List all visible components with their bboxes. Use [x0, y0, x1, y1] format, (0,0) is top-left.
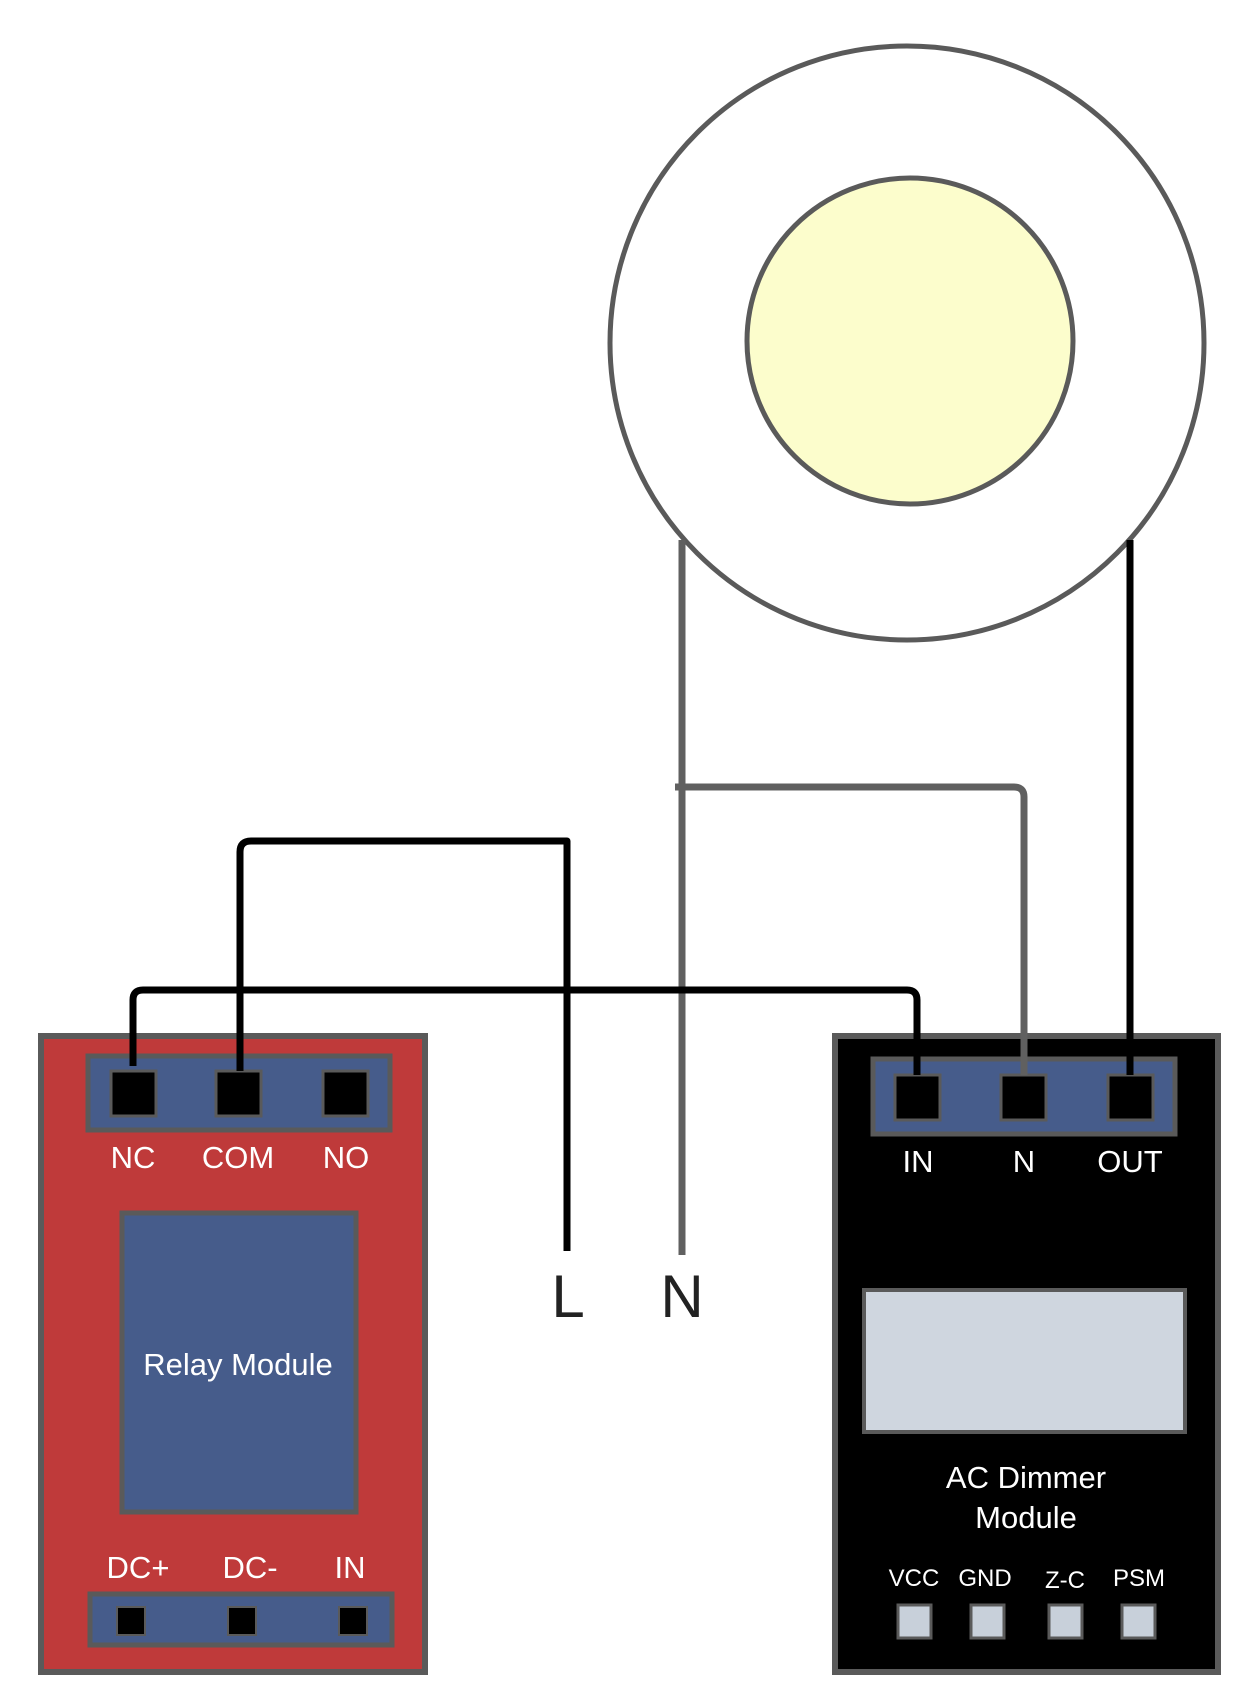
dimmer-terminal-out	[1106, 1073, 1155, 1122]
relay-pin-label-no: NO	[323, 1140, 370, 1175]
dimmer-pin-label-in: IN	[903, 1144, 934, 1179]
relay-pin-dc-plus	[116, 1606, 146, 1636]
dimmer-pin-label-vcc: VCC	[889, 1565, 940, 1592]
mains-neutral-label: N	[660, 1263, 703, 1330]
relay-terminal-no	[321, 1069, 370, 1118]
dimmer-pin-label-gnd: GND	[958, 1565, 1011, 1592]
dimmer-pin-label-psm: PSM	[1113, 1565, 1165, 1592]
relay-component	[119, 1210, 359, 1515]
wire-line-to-relay-com	[236, 837, 571, 1251]
wires	[129, 540, 1134, 1255]
relay-pin-label-nc: NC	[111, 1140, 156, 1175]
relay-pin-dc-minus	[227, 1606, 257, 1636]
relay-terminal-com	[214, 1069, 263, 1118]
dimmer-pad-gnd	[969, 1603, 1006, 1640]
relay-pin-label-com: COM	[202, 1140, 274, 1175]
dimmer-module: IN N OUT AC Dimmer Module VCC GND Z-C PS…	[832, 1033, 1221, 1675]
dimmer-terminal-in	[893, 1073, 942, 1122]
dimmer-title-line2: Module	[975, 1500, 1077, 1535]
dimmer-title-line1: AC Dimmer	[946, 1460, 1106, 1495]
dimmer-pin-label-out: OUT	[1097, 1144, 1163, 1179]
dimmer-pin-label-zc: Z-C	[1045, 1567, 1085, 1594]
lamp-bulb	[744, 175, 1076, 507]
relay-pin-label-in: IN	[335, 1550, 366, 1585]
dimmer-pad-vcc	[896, 1603, 933, 1640]
dimmer-pad-psm	[1120, 1603, 1157, 1640]
relay-module: NC COM NO Relay Module DC+ DC- IN	[38, 1033, 428, 1675]
relay-pin-label-dc-plus: DC+	[107, 1550, 170, 1585]
dimmer-terminal-n	[999, 1073, 1048, 1122]
lamp	[607, 43, 1207, 643]
relay-terminal-nc	[109, 1069, 158, 1118]
dimmer-pin-label-n: N	[1013, 1144, 1035, 1179]
dimmer-pad-zc	[1047, 1603, 1084, 1640]
dimmer-window	[862, 1288, 1187, 1434]
relay-pin-label-dc-minus: DC-	[222, 1550, 277, 1585]
relay-title: Relay Module	[143, 1347, 333, 1382]
wire-relay-nc-to-dimmer-in	[129, 986, 921, 1075]
relay-pin-in	[338, 1606, 368, 1636]
mains-line-label: L	[551, 1263, 584, 1330]
wire-neutral-to-dimmer-n	[675, 783, 1028, 1075]
